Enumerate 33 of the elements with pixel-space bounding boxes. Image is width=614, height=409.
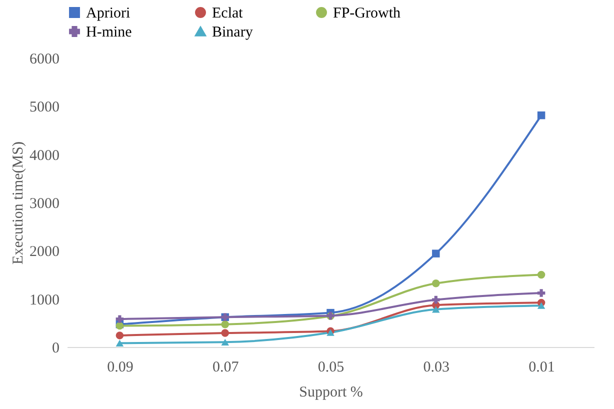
x-tick-label: 0.09 [107, 360, 134, 376]
point [432, 306, 440, 313]
y-axis-title: Execution time(MS) [10, 142, 26, 264]
point [537, 111, 546, 120]
point [221, 329, 229, 337]
legend-label: FP-Growth [333, 6, 402, 22]
point [537, 289, 546, 297]
x-tick-label: 0.03 [423, 360, 450, 376]
legend-label: Apriori [86, 6, 130, 22]
point [221, 338, 229, 346]
legend-label: Binary [212, 24, 254, 40]
point [116, 332, 124, 340]
point [116, 315, 124, 323]
y-tick-label: 5000 [30, 100, 60, 116]
legend-label: Eclat [212, 6, 244, 22]
point [432, 296, 440, 304]
point [116, 340, 124, 346]
point [221, 320, 229, 328]
point [537, 270, 546, 279]
y-tick-label: 3000 [30, 196, 60, 212]
x-tick-label: 0.07 [212, 360, 240, 376]
point [537, 302, 546, 309]
point [432, 250, 440, 258]
y-tick-label: 2000 [30, 244, 60, 260]
y-tick-label: 4000 [30, 148, 60, 164]
y-tick-label: 6000 [30, 52, 60, 68]
y-tick-label: 1000 [30, 292, 60, 308]
y-tick-label: 0 [52, 340, 60, 356]
point [432, 280, 440, 288]
x-axis-title: Support % [299, 384, 363, 400]
x-tick-label: 0.05 [318, 360, 344, 376]
x-tick-label: 0.01 [528, 360, 555, 376]
legend-label: H-mine [86, 24, 132, 40]
